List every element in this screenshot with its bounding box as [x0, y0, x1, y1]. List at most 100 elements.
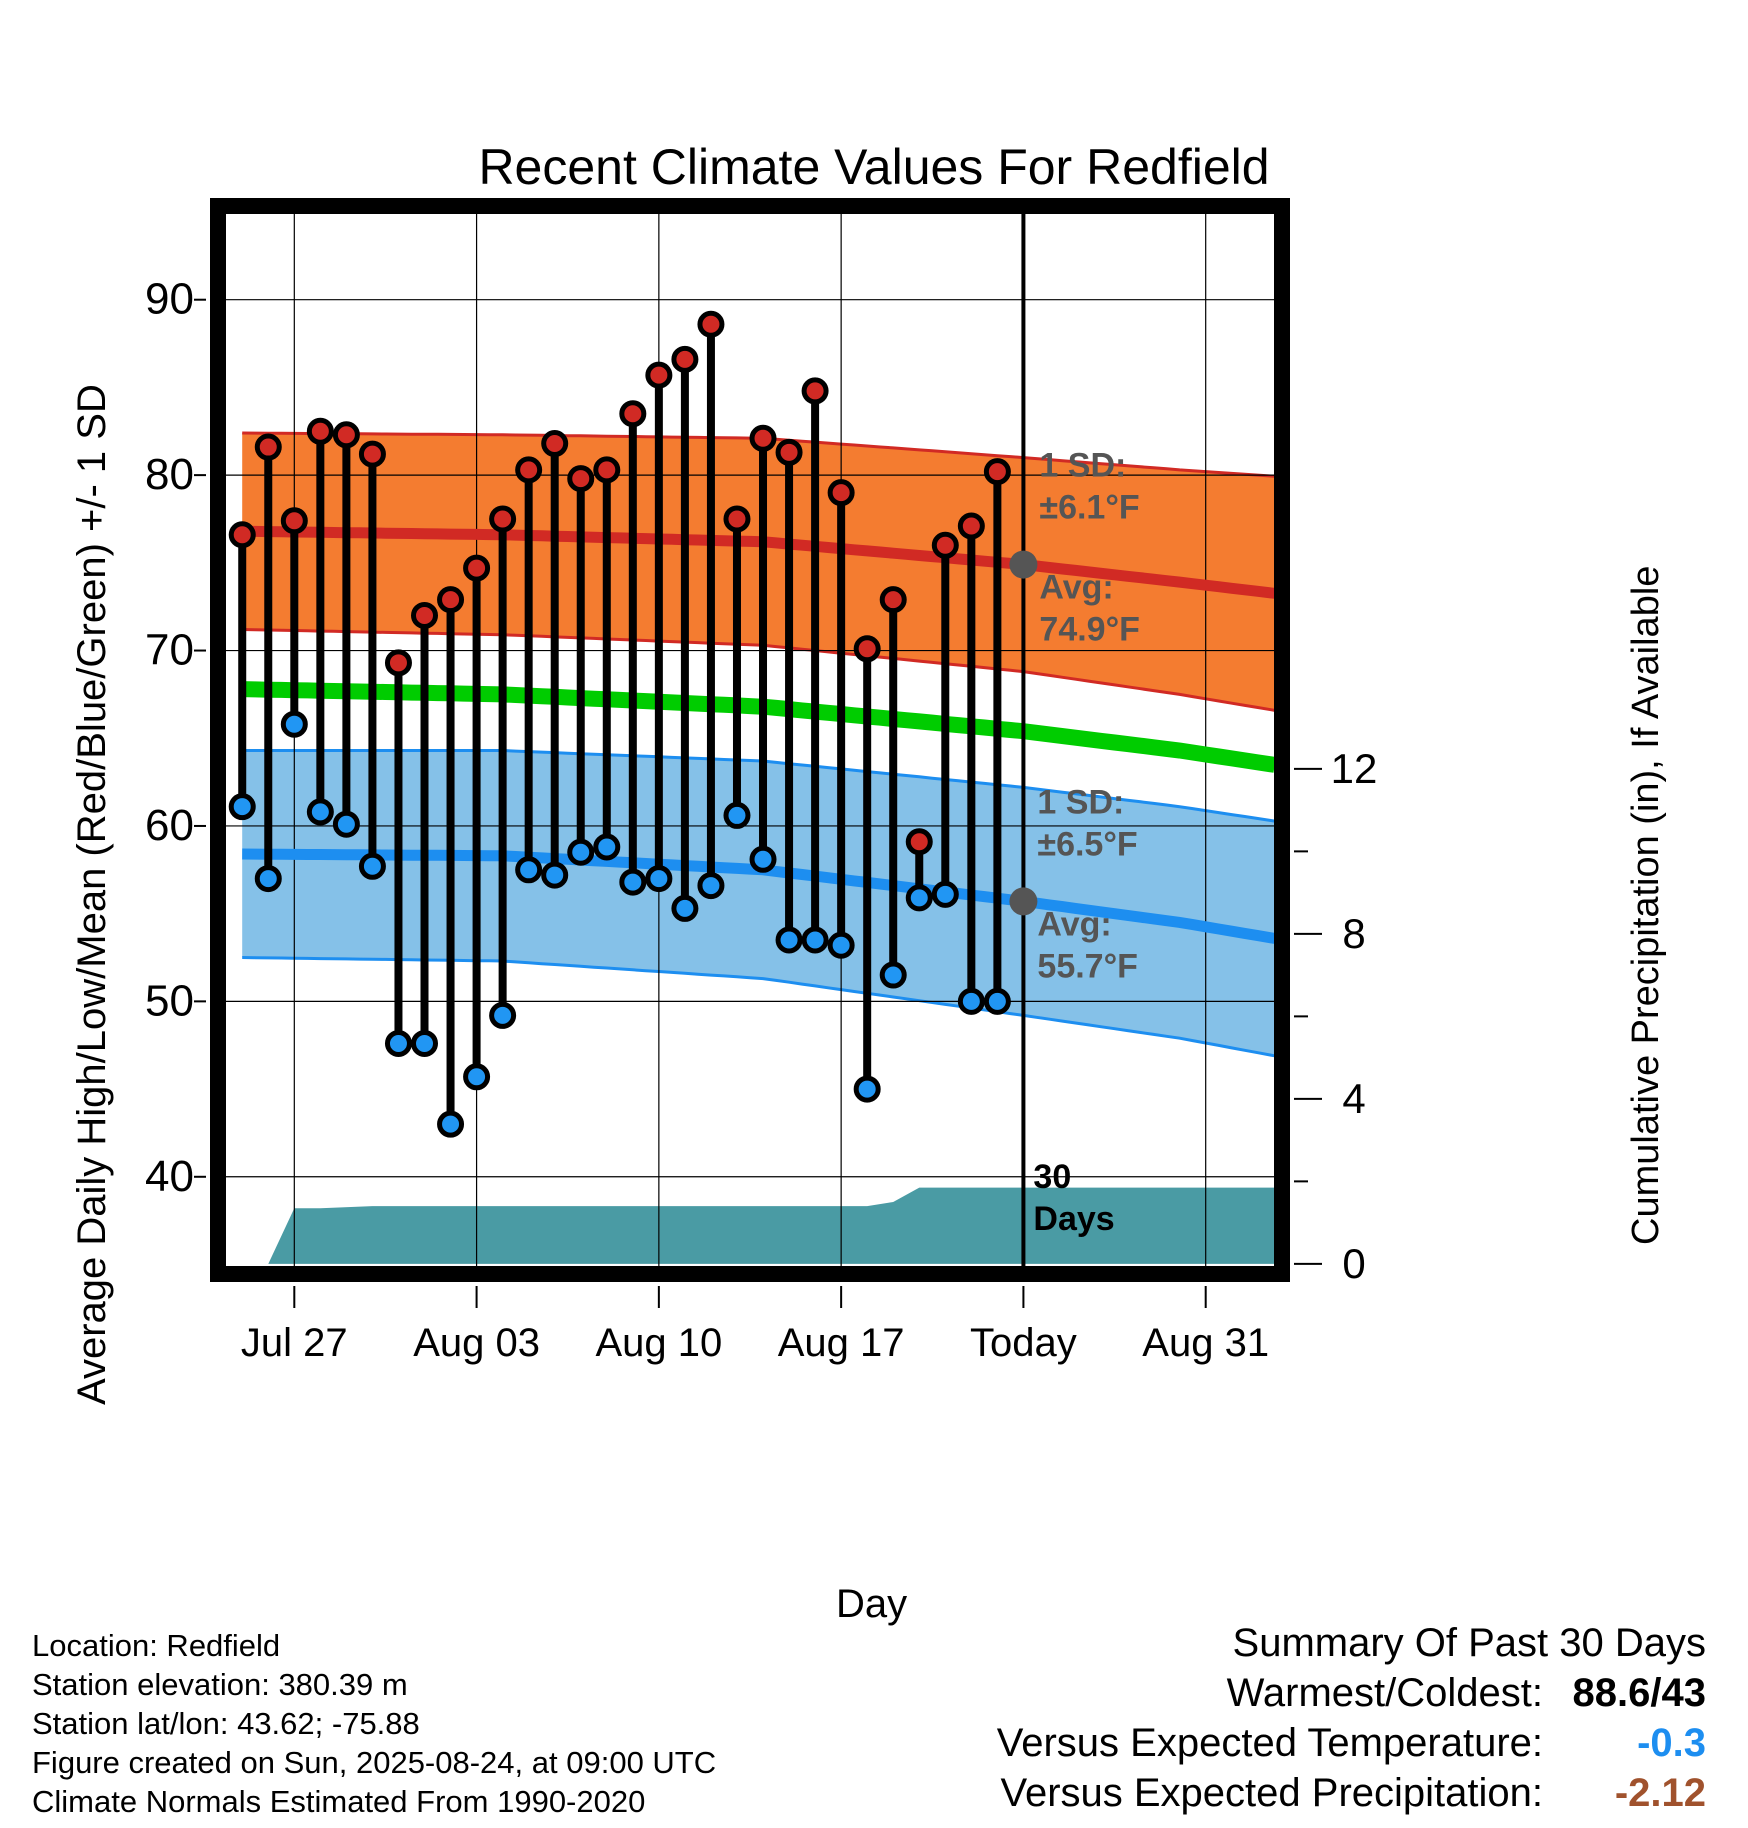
daily-low-point — [332, 810, 360, 838]
daily-high-point — [905, 828, 933, 856]
temp-departure-value: -0.3 — [1637, 1721, 1706, 1765]
high-sd-band — [242, 433, 1275, 711]
daily-low-point — [489, 1001, 517, 1029]
daily-low-point — [775, 926, 803, 954]
daily-high-point — [489, 505, 517, 533]
daily-high-point — [853, 635, 881, 663]
daily-low-point — [697, 872, 725, 900]
y-right-tick-label: 8 — [1342, 910, 1365, 957]
y-right-tick-label: 12 — [1331, 745, 1378, 792]
footer-elevation: Station elevation: 380.39 m — [32, 1667, 408, 1702]
daily-high-point — [254, 433, 282, 461]
annotations: 1 SD: ±6.1°F Avg: 74.9°F 1 SD: ±6.5°F Avg: 55.7… — [1033, 447, 1140, 1238]
daily-high-point — [827, 479, 855, 507]
y-left-tick-label: 80 — [145, 450, 194, 499]
daily-low-point — [463, 1063, 491, 1091]
daily-high-point — [280, 507, 308, 535]
precip-departure-label: Versus Expected Precipitation: — [1000, 1771, 1543, 1815]
daily-high-point — [879, 586, 907, 614]
precip-area — [268, 1187, 1275, 1264]
daily-high-point — [228, 521, 256, 549]
daily-high-point — [723, 505, 751, 533]
daily-low-point — [801, 926, 829, 954]
axis-ticks: 40 50 60 70 80 90 0 4 8 12 Jul 27 Aug 03 Aug 10 Aug 1… — [145, 275, 1378, 1365]
daily-high-point — [983, 458, 1011, 486]
y-left-tick-label: 60 — [145, 801, 194, 850]
y-left-tick-label: 90 — [145, 275, 194, 324]
daily-low-point — [827, 931, 855, 959]
daily-low-point — [567, 838, 595, 866]
x-tick-label: Aug 10 — [595, 1321, 722, 1365]
y-left-tick-label: 70 — [145, 626, 194, 675]
daily-high-point — [749, 424, 777, 452]
daily-low-point — [931, 880, 959, 908]
daily-high-point — [593, 456, 621, 484]
daily-low-point — [437, 1110, 465, 1138]
low-band-lower-edge — [242, 956, 1275, 1058]
daily-low-point — [384, 1029, 412, 1057]
daily-low-point — [254, 865, 282, 893]
station-info: Location: Redfield Station elevation: 38… — [32, 1626, 716, 1821]
daily-high-point — [358, 440, 386, 468]
low-avg-label: Avg: — [1037, 905, 1111, 943]
daily-high-point — [775, 438, 803, 466]
footer-normals: Climate Normals Estimated From 1990-2020 — [32, 1784, 646, 1819]
daily-high-point — [463, 554, 491, 582]
daily-low-point — [358, 852, 386, 880]
chart-title: Recent Climate Values For Redfield — [478, 139, 1270, 195]
daily-low-point — [280, 710, 308, 738]
daily-low-point — [541, 861, 569, 889]
daily-low-point — [957, 987, 985, 1015]
footer-created: Figure created on Sun, 2025-08-24, at 09… — [32, 1745, 717, 1780]
today-normal-high-marker — [1009, 550, 1038, 579]
y-right-tick-label: 4 — [1342, 1075, 1365, 1122]
y-left-tick-label: 50 — [145, 976, 194, 1025]
daily-high-point — [697, 310, 725, 338]
daily-low-point — [749, 845, 777, 873]
daily-low-point — [853, 1075, 881, 1103]
daily-low-point — [228, 793, 256, 821]
daily-low-point — [411, 1029, 439, 1057]
daily-high-point — [437, 586, 465, 614]
high-sd-value: ±6.1°F — [1039, 489, 1139, 527]
daily-low-point — [619, 868, 647, 896]
daily-high-point — [515, 456, 543, 484]
daily-high-point — [567, 465, 595, 493]
precip-period-unit: Days — [1033, 1200, 1114, 1238]
low-avg-value: 55.7°F — [1037, 947, 1138, 985]
y-left-tick-label: 40 — [145, 1152, 194, 1201]
daily-high-point — [957, 512, 985, 540]
daily-high-point — [671, 345, 699, 373]
daily-observations — [228, 310, 1011, 1138]
daily-low-point — [593, 833, 621, 861]
precip-period-number: 30 — [1033, 1158, 1071, 1196]
y-right-tick-label: 0 — [1342, 1240, 1365, 1287]
summary-heading: Summary Of Past 30 Days — [1232, 1621, 1706, 1665]
precip-departure-value: -2.12 — [1614, 1771, 1706, 1815]
y-axis-right-label: Cumulative Precipitation (in), If Availa… — [1625, 565, 1667, 1245]
daily-low-point — [515, 856, 543, 884]
today-normal-low-marker — [1009, 887, 1038, 916]
footer-location: Location: Redfield — [32, 1628, 281, 1663]
low-sd-value: ±6.5°F — [1037, 825, 1137, 863]
plot-frame — [210, 198, 1290, 1282]
daily-high-point — [411, 601, 439, 629]
high-avg-value: 74.9°F — [1039, 611, 1140, 649]
plot-border — [210, 198, 1290, 1282]
x-tick-label: Aug 03 — [413, 1321, 540, 1365]
x-tick-label: Today — [970, 1321, 1077, 1365]
high-avg-label: Avg: — [1039, 569, 1113, 607]
daily-high-point — [306, 417, 334, 445]
x-tick-label: Aug 17 — [778, 1321, 905, 1365]
daily-high-point — [801, 377, 829, 405]
daily-high-point — [384, 649, 412, 677]
daily-high-point — [645, 361, 673, 389]
y-axis-left-label: Average Daily High/Low/Mean (Red/Blue/Gr… — [70, 384, 114, 1405]
warm-cold-value: 88.6/43 — [1572, 1671, 1706, 1715]
x-axis-label: Day — [836, 1582, 908, 1626]
low-sd-label: 1 SD: — [1037, 783, 1124, 821]
daily-low-point — [723, 801, 751, 829]
daily-high-point — [931, 531, 959, 559]
warm-cold-label: Warmest/Coldest: — [1226, 1671, 1543, 1715]
